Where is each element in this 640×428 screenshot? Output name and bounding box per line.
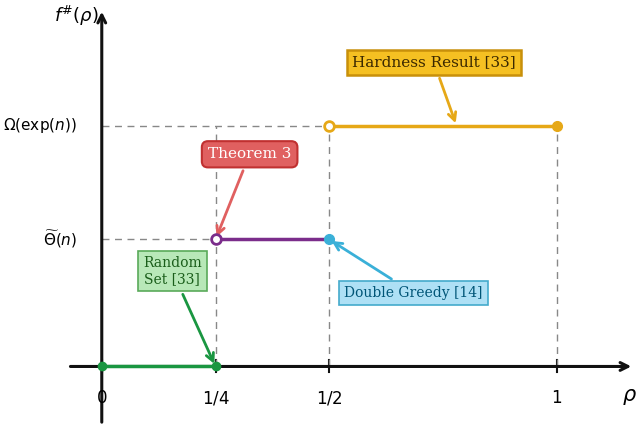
- Text: $1/4$: $1/4$: [202, 390, 229, 408]
- Text: $\Omega(\exp(n))$: $\Omega(\exp(n))$: [3, 116, 77, 135]
- Text: Hardness Result [33]: Hardness Result [33]: [352, 55, 516, 120]
- Text: Theorem 3: Theorem 3: [208, 147, 291, 234]
- Text: $\widetilde{\Theta}(n)$: $\widetilde{\Theta}(n)$: [42, 229, 77, 250]
- Text: Random
Set [33]: Random Set [33]: [143, 256, 213, 361]
- Text: $\rho$: $\rho$: [622, 386, 637, 407]
- Text: Double Greedy [14]: Double Greedy [14]: [334, 243, 483, 300]
- Text: $1$: $1$: [551, 390, 563, 407]
- Text: $1/2$: $1/2$: [316, 390, 342, 408]
- Text: $f^{\#}(\rho)$: $f^{\#}(\rho)$: [54, 3, 99, 28]
- Text: $0$: $0$: [96, 390, 108, 407]
